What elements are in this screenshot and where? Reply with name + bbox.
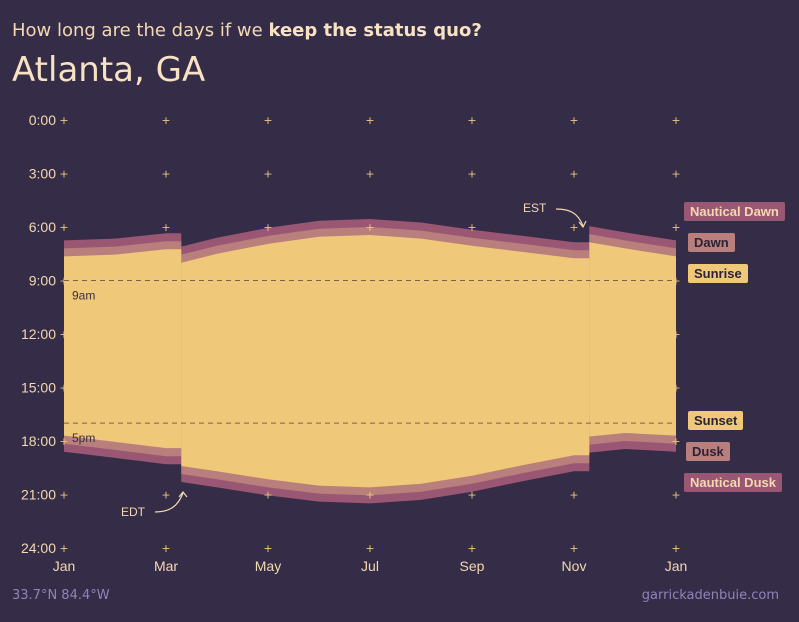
subtitle-prefix: How long are the days if we [12,20,263,41]
grid-plus: + [671,221,680,234]
grid-plus: + [365,114,374,127]
annotation-est-arrowhead [578,220,587,229]
grid-plus: + [569,114,578,127]
annotation-edt-arrowhead [178,491,188,498]
grid-plus: + [467,328,476,341]
y-tick-label: 18:00 [21,433,56,449]
grid-plus: + [467,435,476,448]
grid-plus: + [161,382,170,395]
y-tick-label: 15:00 [21,380,56,396]
grid-plus: + [467,382,476,395]
grid-plus: + [161,221,170,234]
grid-plus: + [59,114,68,127]
grid-plus: + [569,382,578,395]
grid-plus: + [161,435,170,448]
x-tick-label: Jan [53,558,76,574]
grid-plus: + [161,168,170,181]
grid-plus: + [161,542,170,555]
grid-plus: + [569,221,578,234]
grid-plus: + [467,114,476,127]
band-daylight-seg-1 [181,235,590,488]
y-tick-label: 24:00 [21,540,56,556]
grid-plus: + [467,168,476,181]
grid-plus: + [671,382,680,395]
credit-link[interactable]: garrickadenbuie.com [641,588,779,603]
grid-plus: + [467,542,476,555]
grid-plus: + [263,114,272,127]
band-daylight-seg-0 [64,249,182,449]
grid-plus: + [365,435,374,448]
grid-plus: + [569,542,578,555]
grid-plus: + [161,489,170,502]
reference-label-0: 9am [72,289,95,303]
chart-title: Atlanta, GA [12,50,206,90]
y-tick-label: 21:00 [21,487,56,503]
grid-plus: + [671,275,680,288]
legend-nautical-dawn: Nautical Dawn [684,202,785,221]
x-tick-label: May [255,558,281,574]
grid-plus: + [263,542,272,555]
grid-plus: + [365,542,374,555]
x-tick-label: Nov [562,558,587,574]
legend-dusk: Dusk [686,442,730,461]
grid-plus: + [59,328,68,341]
reference-label-1: 5pm [72,431,95,445]
grid-plus: + [59,168,68,181]
y-tick-label: 6:00 [29,219,56,235]
grid-plus: + [59,221,68,234]
grid-plus: + [263,221,272,234]
y-tick-label: 3:00 [29,166,56,182]
grid-plus: + [365,489,374,502]
coordinates-label: 33.7°N 84.4°W [12,588,110,603]
legend-dawn: Dawn [688,233,735,252]
grid-plus: + [467,221,476,234]
annotation-est: EST [523,201,547,215]
grid-plus: + [59,382,68,395]
x-tick-label: Jul [361,558,379,574]
grid-plus: + [59,435,68,448]
grid-plus: + [569,435,578,448]
legend-nautical-dusk: Nautical Dusk [684,473,782,492]
grid-plus: + [569,328,578,341]
grid-plus: + [671,435,680,448]
subtitle-bold: keep the status quo? [268,20,482,41]
y-tick-label: 0:00 [29,112,56,128]
grid-plus: + [671,542,680,555]
grid-plus: + [671,168,680,181]
grid-plus: + [263,382,272,395]
grid-plus: + [161,328,170,341]
grid-plus: + [365,221,374,234]
grid-plus: + [569,168,578,181]
grid-plus: + [263,168,272,181]
grid-plus: + [263,328,272,341]
grid-plus: + [263,489,272,502]
grid-plus: + [671,114,680,127]
band-daylight-seg-2 [589,242,676,437]
legend-sunset: Sunset [688,411,744,430]
grid-plus: + [467,489,476,502]
grid-plus: + [161,114,170,127]
grid-plus: + [365,328,374,341]
grid-plus: + [671,489,680,502]
x-tick-label: Jan [665,558,688,574]
grid-plus: + [263,275,272,288]
y-tick-label: 9:00 [29,273,56,289]
x-tick-label: Sep [460,558,485,574]
grid-plus: + [59,542,68,555]
annotation-edt-arrow [154,492,184,513]
annotation-edt: EDT [121,505,146,519]
chart-subtitle: How long are the days if we keep the sta… [12,20,482,41]
grid-plus: + [59,489,68,502]
grid-plus: + [263,435,272,448]
x-tick-label: Mar [154,558,178,574]
annotation-est-arrow [555,208,584,227]
grid-plus: + [569,489,578,502]
grid-plus: + [569,275,578,288]
y-tick-label: 12:00 [21,326,56,342]
grid-plus: + [671,328,680,341]
grid-plus: + [365,168,374,181]
legend-sunrise: Sunrise [688,264,748,283]
grid-plus: + [365,382,374,395]
